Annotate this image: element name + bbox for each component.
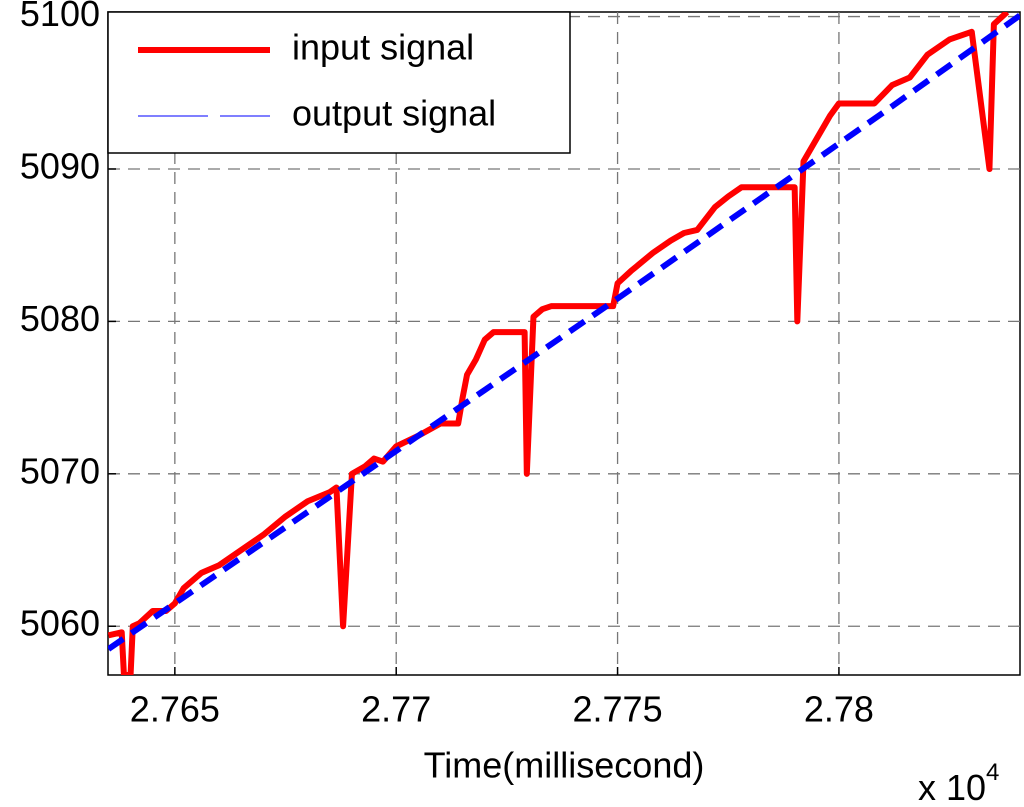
x-tick-label: 2.78: [804, 689, 874, 730]
legend-label: input signal: [292, 27, 474, 68]
x-tick-label: 2.765: [130, 689, 220, 730]
lines: [108, 12, 1020, 675]
y-tick-label: 5080: [20, 298, 100, 339]
y-tick-label: 5090: [20, 146, 100, 187]
x-multiplier-base: x 10: [918, 767, 986, 807]
labels: 2.765 2.77 2.775 2.78 5060 5070 5080 5090 5100: [20, 0, 874, 730]
x-multiplier: x 104: [918, 759, 999, 807]
y-tick-label: 5100: [20, 0, 100, 34]
series-line: [108, 12, 1020, 652]
x-multiplier-exponent: 4: [986, 759, 999, 786]
legend: input signal output signal: [138, 27, 496, 134]
y-tick-label: 5070: [20, 450, 100, 491]
legend-label: output signal: [292, 93, 496, 134]
x-axis-label: Time(millisecond): [424, 745, 705, 786]
legend-box: [107, 11, 571, 154]
x-tick-label: 2.77: [361, 689, 431, 730]
y-tick-label: 5060: [20, 603, 100, 644]
series-line: [108, 12, 1010, 675]
x-tick-label: 2.775: [573, 689, 663, 730]
